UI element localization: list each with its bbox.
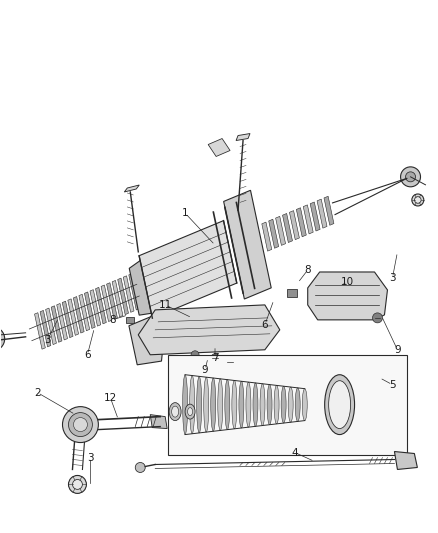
Ellipse shape (197, 376, 201, 433)
Polygon shape (290, 211, 300, 240)
Text: 6: 6 (261, 320, 268, 330)
Polygon shape (85, 292, 95, 328)
Text: 1: 1 (182, 208, 188, 218)
Circle shape (63, 407, 99, 442)
Text: 11: 11 (159, 300, 172, 310)
Circle shape (191, 351, 199, 359)
Polygon shape (129, 273, 140, 310)
Text: 10: 10 (341, 277, 354, 287)
Ellipse shape (325, 375, 355, 434)
Polygon shape (224, 190, 271, 299)
Polygon shape (324, 196, 334, 225)
Polygon shape (303, 205, 313, 234)
Polygon shape (310, 202, 320, 231)
Polygon shape (51, 306, 62, 342)
Circle shape (406, 172, 416, 182)
Ellipse shape (225, 379, 230, 430)
Circle shape (414, 197, 421, 203)
Polygon shape (283, 214, 293, 243)
Ellipse shape (274, 385, 279, 424)
Circle shape (74, 417, 88, 432)
Polygon shape (129, 316, 166, 365)
Text: 7: 7 (212, 353, 218, 363)
Circle shape (135, 463, 145, 472)
Circle shape (401, 167, 420, 187)
Ellipse shape (302, 389, 307, 421)
Text: 9: 9 (394, 345, 401, 355)
Circle shape (73, 480, 82, 489)
Ellipse shape (246, 382, 251, 427)
Polygon shape (101, 285, 112, 321)
Circle shape (0, 327, 5, 351)
Ellipse shape (295, 388, 300, 422)
Polygon shape (317, 199, 327, 228)
Polygon shape (129, 258, 155, 315)
Circle shape (68, 413, 92, 437)
Polygon shape (62, 301, 73, 338)
Polygon shape (208, 139, 230, 157)
Text: 3: 3 (44, 335, 51, 345)
Ellipse shape (253, 383, 258, 426)
Polygon shape (395, 451, 417, 470)
Polygon shape (308, 272, 388, 320)
Text: 12: 12 (104, 393, 117, 402)
Ellipse shape (232, 381, 237, 429)
Polygon shape (57, 303, 67, 340)
Ellipse shape (190, 376, 194, 434)
Polygon shape (139, 221, 237, 318)
Polygon shape (35, 313, 45, 349)
FancyBboxPatch shape (287, 289, 297, 297)
Polygon shape (106, 282, 117, 319)
Polygon shape (262, 222, 272, 251)
Ellipse shape (239, 381, 244, 428)
Polygon shape (236, 134, 250, 141)
Ellipse shape (169, 402, 181, 421)
Ellipse shape (172, 406, 179, 417)
Ellipse shape (204, 377, 209, 432)
Polygon shape (123, 276, 134, 312)
Polygon shape (79, 294, 90, 331)
Text: 9: 9 (202, 365, 208, 375)
Circle shape (372, 313, 382, 323)
Ellipse shape (260, 384, 265, 425)
Ellipse shape (187, 408, 193, 416)
Polygon shape (90, 289, 101, 326)
Polygon shape (112, 280, 123, 317)
Polygon shape (73, 296, 84, 333)
Polygon shape (40, 310, 51, 347)
Ellipse shape (267, 385, 272, 425)
Text: 8: 8 (304, 265, 311, 275)
Ellipse shape (185, 404, 195, 419)
Circle shape (226, 358, 234, 366)
Circle shape (68, 475, 86, 494)
Polygon shape (138, 305, 280, 355)
FancyBboxPatch shape (126, 317, 134, 323)
Polygon shape (297, 208, 306, 237)
Text: 8: 8 (109, 315, 116, 325)
Polygon shape (118, 278, 128, 314)
Text: 3: 3 (87, 453, 94, 463)
Circle shape (211, 354, 219, 362)
Polygon shape (276, 216, 286, 245)
Polygon shape (46, 308, 57, 344)
Text: 6: 6 (84, 350, 91, 360)
Ellipse shape (183, 375, 187, 434)
Ellipse shape (211, 378, 216, 431)
Ellipse shape (218, 379, 223, 431)
Ellipse shape (328, 381, 350, 429)
Ellipse shape (281, 386, 286, 423)
Polygon shape (95, 287, 106, 324)
Text: 3: 3 (389, 273, 396, 283)
Polygon shape (68, 299, 78, 335)
Polygon shape (150, 415, 167, 429)
Text: 4: 4 (291, 448, 298, 457)
Ellipse shape (288, 387, 293, 422)
Text: 5: 5 (389, 379, 396, 390)
Circle shape (412, 194, 424, 206)
Text: 2: 2 (34, 387, 41, 398)
Polygon shape (268, 219, 279, 248)
FancyBboxPatch shape (168, 355, 407, 455)
Polygon shape (124, 185, 139, 192)
